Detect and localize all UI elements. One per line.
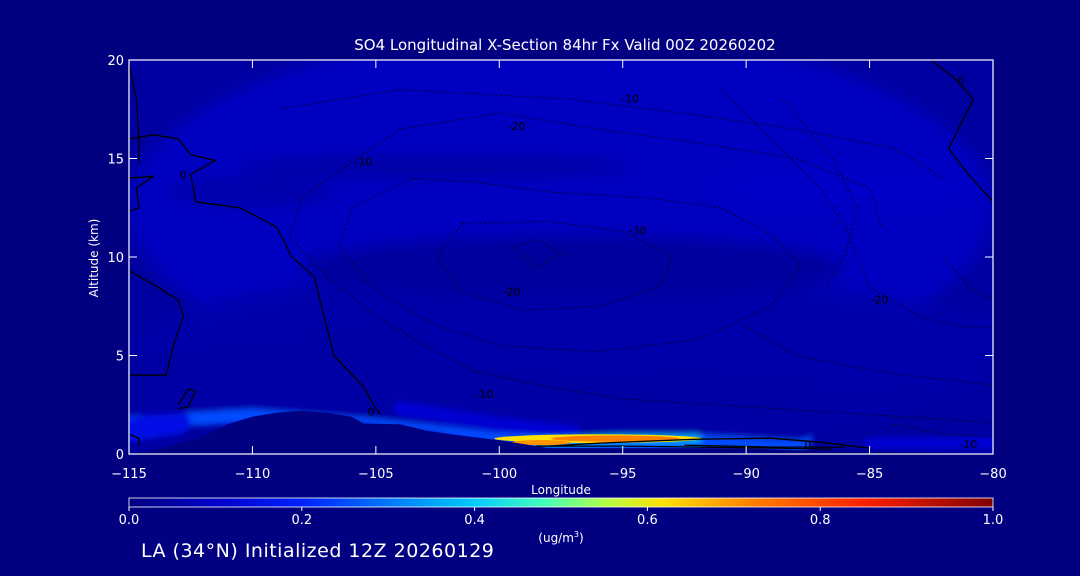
chart-title: SO4 Longitudinal X-Section 84hr Fx Valid… <box>354 36 775 54</box>
y-tick-label: 5 <box>116 350 124 365</box>
dashed-contour <box>745 325 993 386</box>
x-tick-label: −80 <box>979 467 1006 482</box>
contour-label: -10 <box>475 388 493 401</box>
colorbar-label: (ug/m3) <box>538 530 583 545</box>
colorbar-ticks: 0.0 0.2 0.4 0.6 0.8 1.0 <box>119 507 1004 528</box>
so4-blob <box>168 176 337 208</box>
zero-contour <box>177 388 197 410</box>
so4-blob <box>301 235 845 299</box>
contour-label: -20 <box>508 120 526 133</box>
x-tick-label: −105 <box>358 467 394 482</box>
colorbar-tick-label: 0.4 <box>464 513 485 528</box>
x-axis: −115 −110 −105 −100 −95 −90 −85 −80 <box>111 60 1007 482</box>
y-axis-label: Altitude (km) <box>87 219 101 298</box>
so4-band <box>129 410 191 443</box>
zero-contours <box>129 60 993 450</box>
zero-contour <box>684 444 845 448</box>
so4-band <box>812 387 927 411</box>
so4-peak-core <box>551 435 680 442</box>
y-tick-label: 0 <box>116 448 124 463</box>
contour-label: 0 <box>180 169 187 182</box>
contour-label: -10 <box>621 92 639 105</box>
zero-contour <box>129 270 184 376</box>
zero-contour <box>129 63 140 163</box>
y-tick-label: 10 <box>107 251 124 266</box>
x-tick-label: −85 <box>856 467 883 482</box>
dashed-contours <box>277 88 993 437</box>
zero-contour <box>129 433 140 447</box>
dashed-contour <box>721 89 993 329</box>
dashed-contour <box>288 128 993 423</box>
contour-label: -10 <box>355 155 373 168</box>
colorbar-tick-label: 1.0 <box>983 513 1004 528</box>
colorbar-tick-label: 0.2 <box>291 513 312 528</box>
dashed-contour <box>436 220 673 311</box>
so4-peak-west <box>511 440 571 446</box>
contour-label: -30 <box>629 224 647 237</box>
zero-contour <box>129 134 382 416</box>
colorbar-tick-label: 0.0 <box>119 513 140 528</box>
zero-contour <box>548 437 870 449</box>
dashed-contour <box>400 112 883 228</box>
x-axis-label: Longitude <box>531 483 591 497</box>
plot-area: -10 -20 -10 -30 -20 -10 -20 -10 0 0 0 0 <box>129 60 993 454</box>
so4-band <box>129 345 827 441</box>
init-info-title: LA (34°N) Initialized 12Z 20260129 <box>141 540 495 562</box>
contour-label: 0 <box>804 439 811 452</box>
x-tick-label: −100 <box>481 467 517 482</box>
contour-label: -10 <box>959 438 977 451</box>
contour-label: -20 <box>870 293 888 306</box>
colorbar-tick-label: 0.8 <box>810 513 831 528</box>
contour-labels: -10 -20 -10 -30 -20 -10 -20 -10 0 0 0 0 <box>180 75 977 452</box>
colorbar <box>128 497 994 508</box>
contour-label: -20 <box>503 285 521 298</box>
zero-contour <box>129 175 155 213</box>
dashed-contour <box>782 99 858 287</box>
x-tick-label: −95 <box>609 467 636 482</box>
x-tick-label: −115 <box>111 467 147 482</box>
dashed-contour <box>894 423 993 437</box>
so4-blob <box>240 154 636 179</box>
x-tick-label: −110 <box>235 467 271 482</box>
colorbar-tick-label: 0.6 <box>637 513 658 528</box>
dashed-contour <box>511 238 563 268</box>
y-tick-label: 15 <box>107 153 124 168</box>
terrain-mask <box>129 410 993 454</box>
zero-contour <box>930 60 993 203</box>
y-tick-label: 20 <box>107 54 124 69</box>
y-axis: 0 5 10 15 20 <box>107 54 993 463</box>
x-tick-label: −90 <box>732 467 759 482</box>
so4-band <box>393 401 581 440</box>
contour-label: 0 <box>957 75 964 88</box>
zero-contour <box>536 445 833 450</box>
contour-label: 0 <box>367 406 374 419</box>
so4-blob <box>289 325 438 354</box>
so4-blob <box>709 168 981 208</box>
so4-blob <box>869 310 993 362</box>
dashed-contour <box>338 177 802 353</box>
